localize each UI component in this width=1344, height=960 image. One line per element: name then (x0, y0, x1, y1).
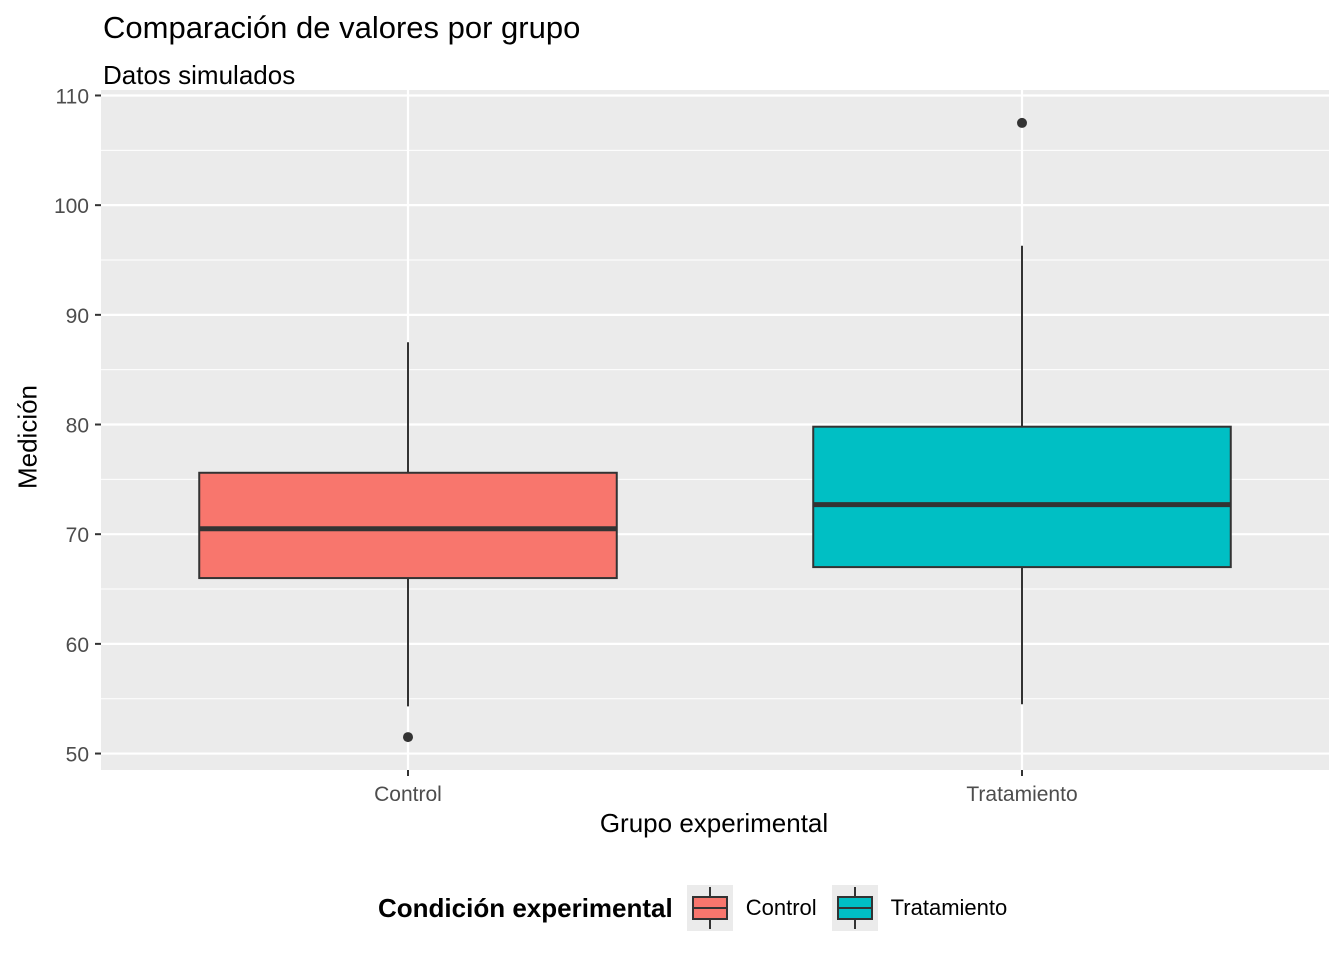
legend-label-tratamiento: Tratamiento (891, 895, 1008, 921)
box-tratamiento (813, 427, 1231, 567)
legend-label-control: Control (746, 895, 817, 921)
y-tick-label: 70 (66, 524, 89, 547)
legend-title: Condición experimental (378, 893, 673, 924)
box-control (199, 473, 617, 578)
y-tick-label: 60 (66, 634, 89, 657)
x-tick-label: Tratamiento (966, 783, 1077, 806)
x-tick-label: Control (374, 783, 442, 806)
y-tick-label: 100 (54, 195, 89, 218)
legend-key-tratamiento (832, 885, 878, 931)
y-tick-label: 110 (56, 85, 89, 108)
y-tick-label: 80 (66, 415, 89, 438)
legend: Condición experimental Control Tratamien… (378, 884, 1022, 932)
outlier-point (1017, 118, 1027, 128)
legend-key-control (687, 885, 733, 931)
y-tick-label: 90 (66, 305, 89, 328)
y-tick-label: 50 (66, 744, 89, 767)
outlier-point (403, 732, 413, 742)
